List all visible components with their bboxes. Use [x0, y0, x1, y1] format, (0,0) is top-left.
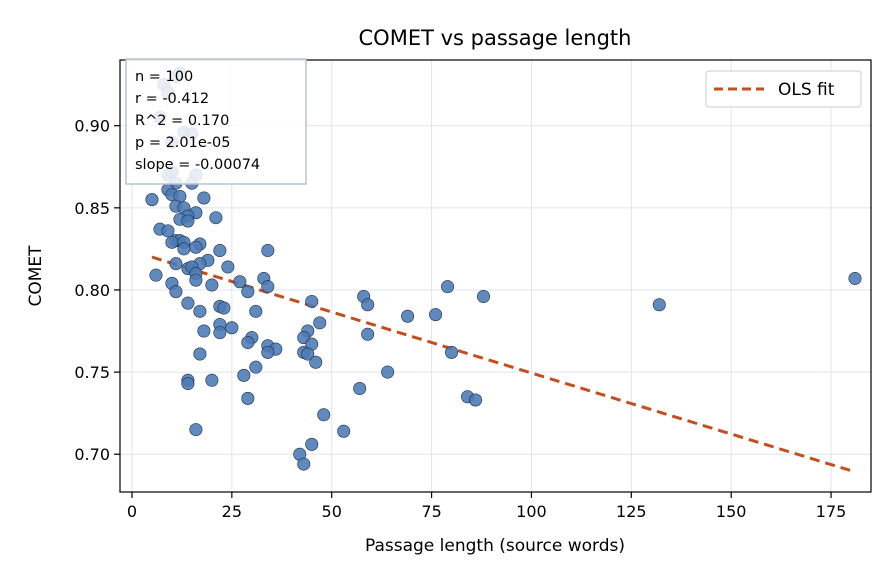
data-point [305, 294, 319, 308]
data-point [401, 309, 415, 323]
data-point [189, 423, 203, 437]
data-point [261, 345, 275, 359]
y-tick-label: 0.80 [74, 281, 110, 300]
data-point [301, 347, 315, 361]
x-tick-label: 75 [421, 502, 441, 521]
data-point [189, 240, 203, 254]
stats-p-value: p = 2.01e-05 [135, 135, 230, 151]
data-point [233, 275, 247, 289]
stats-box-frame [125, 58, 307, 185]
x-axis-ticks: 0 25 50 75 100 125 150 175 [127, 492, 846, 521]
data-point [241, 391, 255, 405]
data-point [181, 377, 195, 391]
y-tick-label: 0.70 [74, 445, 110, 464]
data-point [193, 347, 207, 361]
data-point [441, 280, 455, 294]
data-point [353, 382, 367, 396]
data-point [165, 235, 179, 249]
x-tick-label: 25 [222, 502, 242, 521]
data-point [477, 290, 491, 304]
data-point [169, 257, 183, 271]
data-point [381, 365, 395, 379]
x-tick-label: 50 [322, 502, 342, 521]
stats-slope: slope = -0.00074 [135, 157, 260, 173]
data-point [305, 437, 319, 451]
data-point [241, 336, 255, 350]
data-point [209, 211, 223, 225]
data-point [205, 373, 219, 387]
x-tick-label: 175 [816, 502, 847, 521]
x-tick-label: 125 [616, 502, 647, 521]
legend-frame [705, 70, 862, 108]
stats-box: n = 100 r = -0.412 R^2 = 0.170 p = 2.01e… [125, 58, 307, 185]
y-axis-label: COMET [26, 245, 46, 307]
plot-frame [119, 59, 872, 493]
y-tick-label: 0.75 [74, 363, 110, 382]
y-tick-label: 0.85 [74, 199, 110, 218]
data-point [189, 273, 203, 287]
data-point [145, 193, 159, 207]
data-point [313, 316, 327, 330]
data-point [181, 214, 195, 228]
stats-n: n = 100 [135, 69, 193, 85]
data-point [249, 304, 263, 318]
data-point [237, 368, 251, 382]
data-point [261, 280, 275, 294]
chart-title: COMET vs passage length [359, 26, 632, 50]
data-point [652, 298, 666, 312]
data-point [169, 285, 183, 299]
data-point [205, 278, 219, 292]
data-point [241, 285, 255, 299]
data-point [429, 308, 443, 322]
stats-r: r = -0.412 [135, 91, 209, 107]
data-point [213, 244, 227, 258]
data-point [221, 260, 235, 274]
data-point [309, 355, 323, 369]
data-point [161, 224, 175, 238]
legend: OLS fit [705, 70, 862, 108]
data-point [297, 457, 311, 471]
data-point [177, 242, 191, 256]
data-point [217, 301, 231, 315]
data-point [249, 360, 263, 374]
data-point [225, 321, 239, 335]
data-point [337, 424, 351, 438]
x-tick-label: 150 [716, 502, 747, 521]
data-point [361, 298, 375, 312]
data-point [469, 393, 483, 407]
data-point [149, 268, 163, 282]
data-point [193, 304, 207, 318]
y-axis-ticks: 0.70 0.75 0.80 0.85 0.90 [74, 117, 120, 464]
data-point [445, 345, 459, 359]
x-tick-label: 100 [516, 502, 547, 521]
data-point [361, 327, 375, 341]
data-point [181, 296, 195, 310]
data-point [197, 324, 211, 338]
grid [120, 60, 871, 492]
x-tick-label: 0 [127, 502, 137, 521]
x-axis-label: Passage length (source words) [365, 536, 625, 556]
data-point [213, 326, 227, 340]
data-point [197, 191, 211, 205]
data-point [261, 244, 275, 258]
data-point [848, 271, 862, 285]
legend-fit-label: OLS fit [778, 80, 835, 100]
data-point [317, 408, 331, 422]
y-tick-label: 0.90 [74, 117, 110, 136]
stats-r-squared: R^2 = 0.170 [135, 113, 229, 129]
